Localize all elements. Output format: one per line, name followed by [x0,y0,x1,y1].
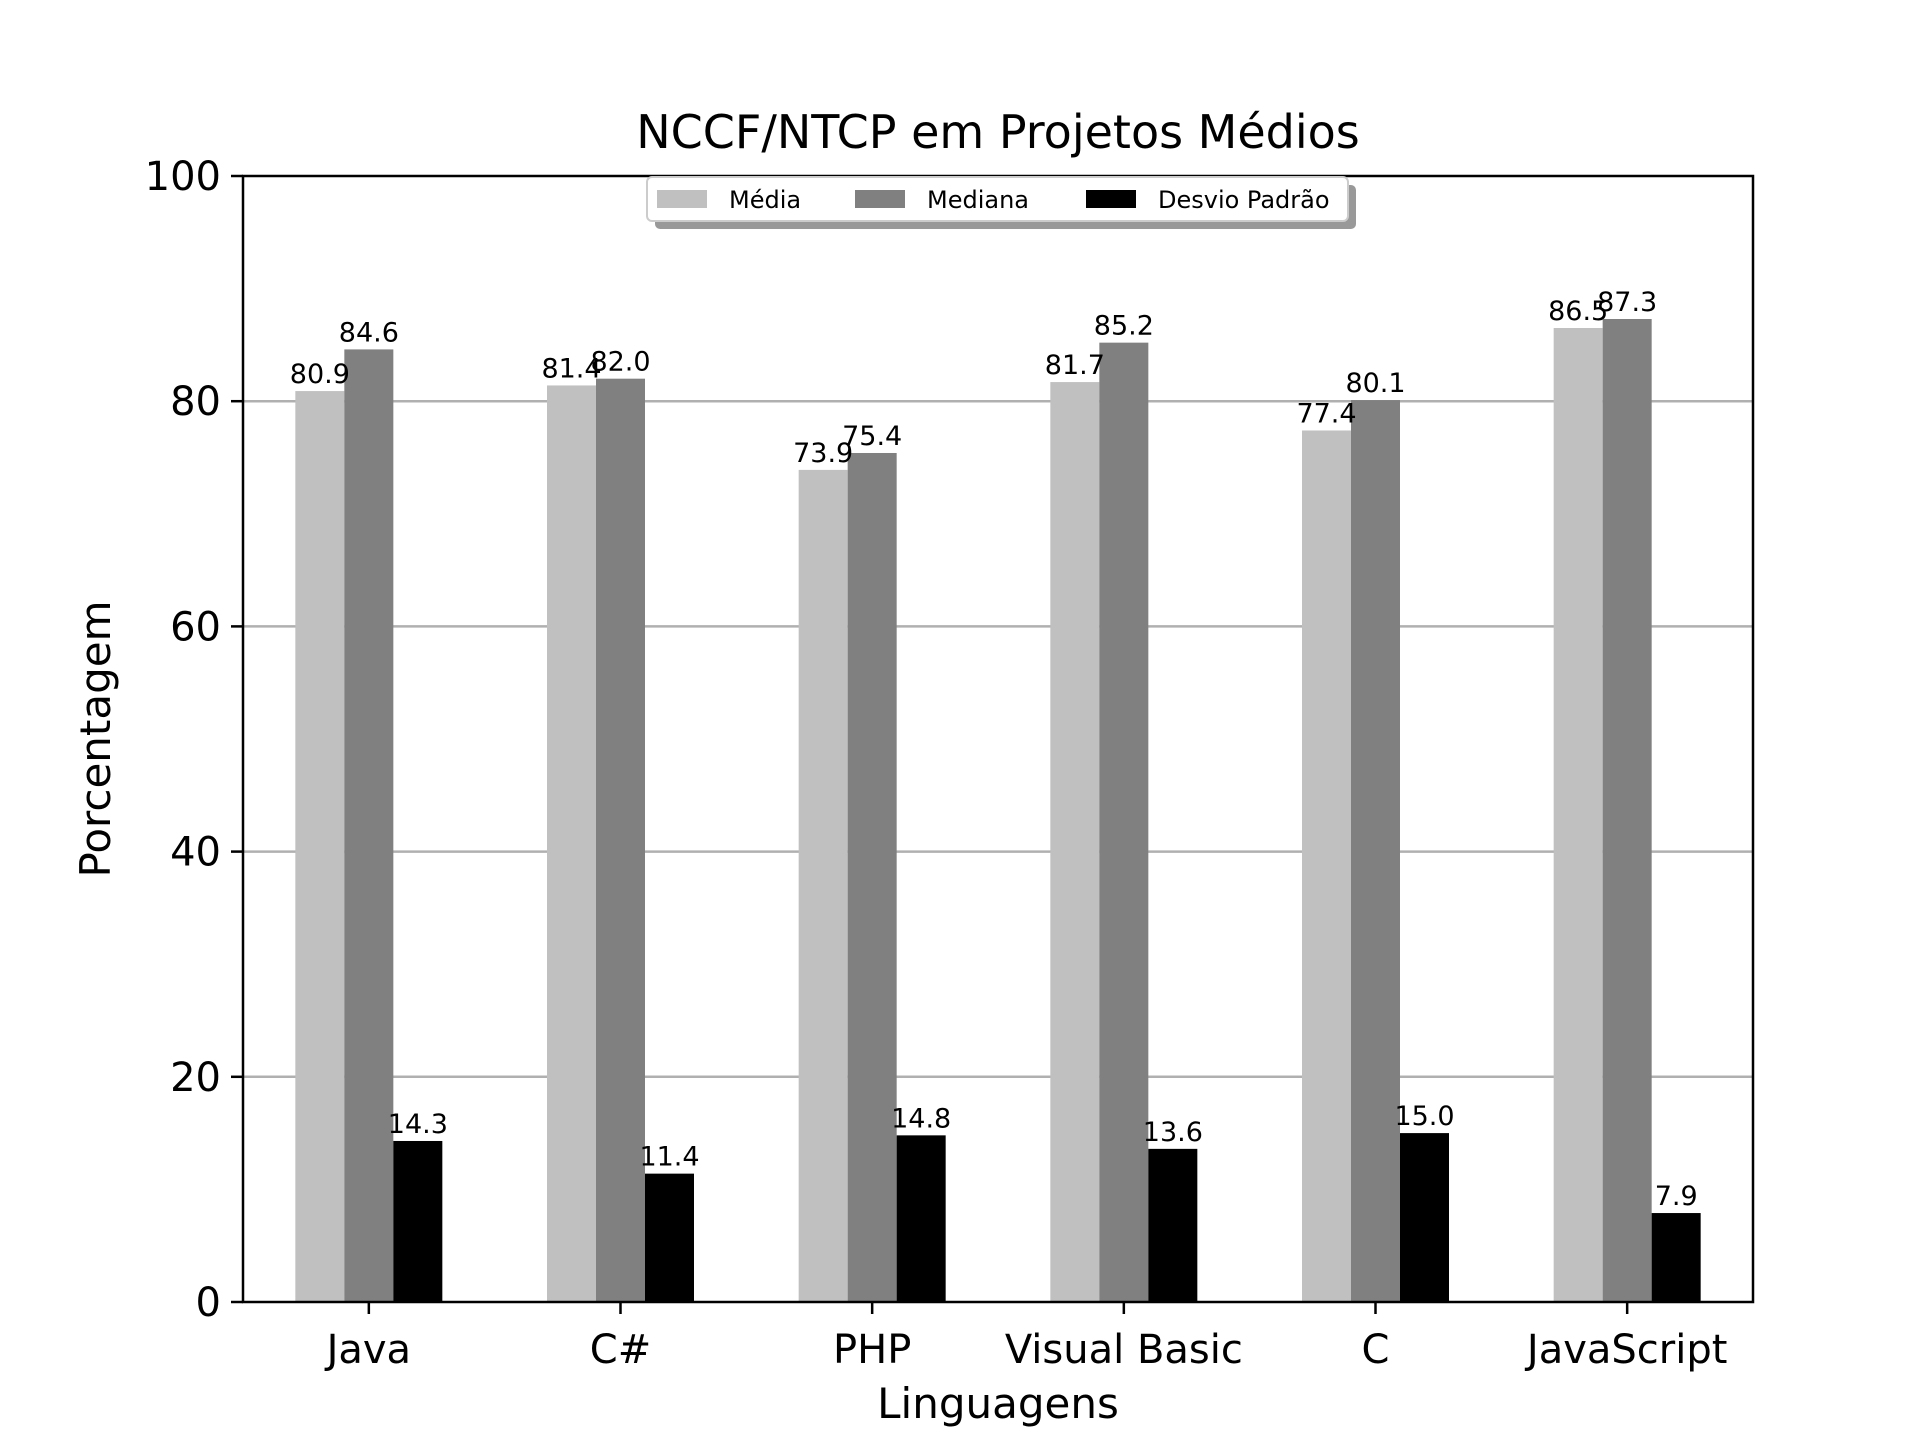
value-label-1-4: 77.4 [1296,398,1356,429]
legend-label-3: Desvio Padrão [1158,186,1330,214]
x-axis-title: Linguagens [877,1379,1119,1428]
value-label-1-2: 73.9 [793,438,853,469]
value-label-3-0: 14.3 [388,1109,448,1140]
bar-3-1 [645,1173,694,1302]
value-label-3-2: 14.8 [891,1103,951,1134]
y-tick-label-60: 60 [170,604,221,650]
legend-swatch-1 [657,190,707,208]
x-axis: Java C# PHP Visual Basic C JavaScript [324,1302,1728,1373]
y-tick-label-80: 80 [170,379,221,425]
bar-2-2 [847,452,897,1303]
bar-2-0 [344,349,394,1302]
value-label-1-3: 81.7 [1045,350,1105,381]
y-axis-title: Porcentagem [71,600,120,877]
bar-3-4 [1400,1133,1449,1302]
value-label-3-5: 7.9 [1655,1181,1698,1212]
bar-2-5 [1602,319,1652,1302]
value-label-1-5: 86.5 [1548,296,1608,327]
bar-1-1 [547,385,596,1302]
y-tick-label-0: 0 [196,1280,221,1326]
bar-1-5 [1553,328,1603,1302]
chart-title: NCCF/NTCP em Projetos Médios [636,105,1360,159]
bars [295,319,1701,1303]
bar-3-0 [393,1140,443,1302]
x-tick-label-2: PHP [833,1327,911,1373]
bar-1-0 [295,391,345,1302]
y-tick-label-40: 40 [170,830,221,876]
value-label-3-3: 13.6 [1143,1117,1203,1148]
bar-2-4 [1351,400,1400,1303]
legend-label-2: Mediana [927,186,1029,214]
x-tick-label-4: C [1362,1327,1390,1373]
bar-3-2 [896,1135,946,1302]
y-tick-label-100: 100 [145,154,221,200]
value-labels: 80.9 84.6 14.3 81.482.0 11.4 73.975.4 14.8 81.7… [290,287,1698,1212]
value-label-2-4: 80.1 [1345,368,1405,399]
y-tick-label-20: 20 [170,1055,221,1101]
bar-2-3 [1099,342,1149,1302]
bar-1-4 [1302,430,1351,1302]
legend-label-1: Média [729,186,801,214]
value-label-3-4: 15.0 [1394,1101,1454,1132]
bar-1-2 [798,469,848,1302]
legend: Média Mediana Desvio Padrão [646,176,1356,229]
value-label-1-0: 80.9 [290,359,350,390]
bar-1-3 [1050,382,1100,1303]
bar-3-5 [1651,1213,1701,1302]
value-label-2-2: 75.4 [842,421,902,452]
x-tick-label-1: C# [590,1327,651,1373]
x-tick-label-5: JavaScript [1524,1327,1728,1373]
legend-box [646,176,1349,222]
x-tick-label-3: Visual Basic [1005,1327,1243,1373]
legend-swatch-2 [855,190,905,208]
bar-2-1 [596,378,645,1302]
x-tick-label-0: Java [324,1327,412,1373]
value-label-2-1: 82.0 [590,347,650,378]
value-label-3-1: 11.4 [639,1142,699,1173]
bar-3-3 [1148,1148,1198,1302]
y-axis: 0 20 40 60 80 100 [145,154,243,1326]
value-label-1-1: 81.4 [541,353,601,384]
value-label-2-3: 85.2 [1094,311,1154,342]
value-label-2-5: 87.3 [1597,287,1657,318]
value-label-2-0: 84.6 [339,317,399,348]
legend-swatch-3 [1086,190,1136,208]
grid-lines [243,399,1753,1079]
